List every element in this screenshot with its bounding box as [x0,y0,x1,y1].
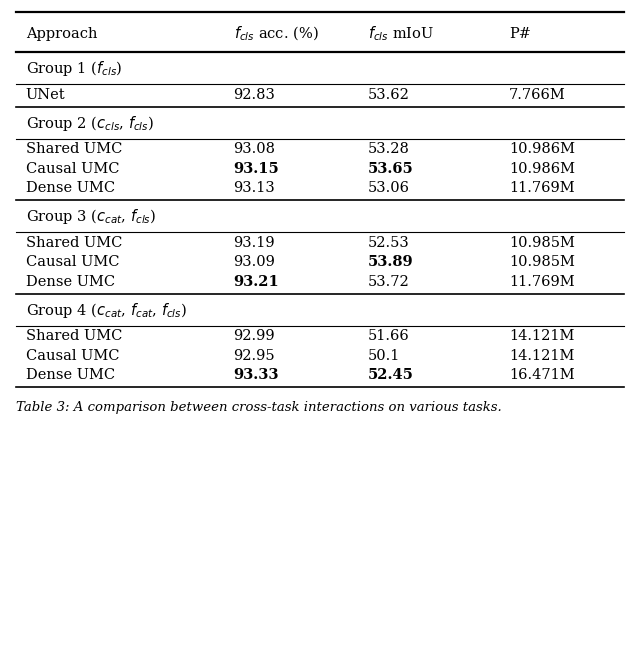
Text: 93.15: 93.15 [234,162,279,176]
Text: Dense UMC: Dense UMC [26,368,115,382]
Text: 53.28: 53.28 [368,142,410,156]
Text: Shared UMC: Shared UMC [26,236,122,250]
Text: 53.72: 53.72 [368,275,410,289]
Text: 10.985M: 10.985M [509,255,575,269]
Text: 7.766M: 7.766M [509,88,566,101]
Text: 11.769M: 11.769M [509,182,575,195]
Text: 14.121M: 14.121M [509,329,574,343]
Text: Causal UMC: Causal UMC [26,349,119,362]
Text: 93.33: 93.33 [234,368,279,382]
Text: 14.121M: 14.121M [509,349,574,362]
Text: 52.45: 52.45 [368,368,414,382]
Text: 93.13: 93.13 [234,182,275,195]
Text: Group 1 ($f_{cls}$): Group 1 ($f_{cls}$) [26,59,122,79]
Text: Causal UMC: Causal UMC [26,162,119,176]
Text: $f_{cls}$ mIoU: $f_{cls}$ mIoU [368,25,434,43]
Text: UNet: UNet [26,88,65,101]
Text: 11.769M: 11.769M [509,275,575,289]
Text: Dense UMC: Dense UMC [26,182,115,195]
Text: $f_{cls}$ acc. (%): $f_{cls}$ acc. (%) [234,25,318,43]
Text: 52.53: 52.53 [368,236,410,250]
Text: 53.89: 53.89 [368,255,413,269]
Text: Table 3: A comparison between cross-task interactions on various tasks.: Table 3: A comparison between cross-task… [16,401,502,414]
Text: Group 4 ($c_{cat}$, $f_{cat}$, $f_{cls}$): Group 4 ($c_{cat}$, $f_{cat}$, $f_{cls}$… [26,301,187,320]
Text: Shared UMC: Shared UMC [26,142,122,156]
Text: Dense UMC: Dense UMC [26,275,115,289]
Text: 16.471M: 16.471M [509,368,575,382]
Text: 93.09: 93.09 [234,255,275,269]
Text: 53.06: 53.06 [368,182,410,195]
Text: Shared UMC: Shared UMC [26,329,122,343]
Text: 10.986M: 10.986M [509,162,575,176]
Text: 53.62: 53.62 [368,88,410,101]
Text: Group 3 ($c_{cat}$, $f_{cls}$): Group 3 ($c_{cat}$, $f_{cls}$) [26,207,156,227]
Text: 50.1: 50.1 [368,349,401,362]
Text: 10.986M: 10.986M [509,142,575,156]
Text: 93.08: 93.08 [234,142,276,156]
Text: 53.65: 53.65 [368,162,413,176]
Text: 51.66: 51.66 [368,329,410,343]
Text: 92.83: 92.83 [234,88,275,101]
Text: Group 2 ($c_{cls}$, $f_{cls}$): Group 2 ($c_{cls}$, $f_{cls}$) [26,114,154,133]
Text: Causal UMC: Causal UMC [26,255,119,269]
Text: Approach: Approach [26,27,97,41]
Text: 10.985M: 10.985M [509,236,575,250]
Text: 92.99: 92.99 [234,329,275,343]
Text: 93.19: 93.19 [234,236,275,250]
Text: 93.21: 93.21 [234,275,279,289]
Text: 92.95: 92.95 [234,349,275,362]
Text: P#: P# [509,27,531,41]
